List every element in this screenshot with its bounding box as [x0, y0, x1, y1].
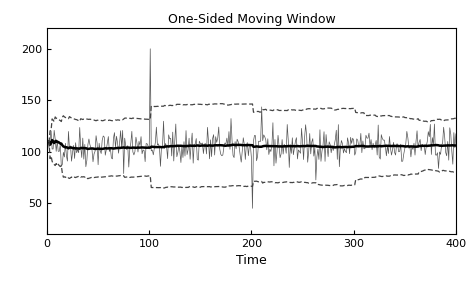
Title: One-Sided Moving Window: One-Sided Moving Window: [168, 13, 335, 26]
X-axis label: Time: Time: [236, 254, 267, 267]
